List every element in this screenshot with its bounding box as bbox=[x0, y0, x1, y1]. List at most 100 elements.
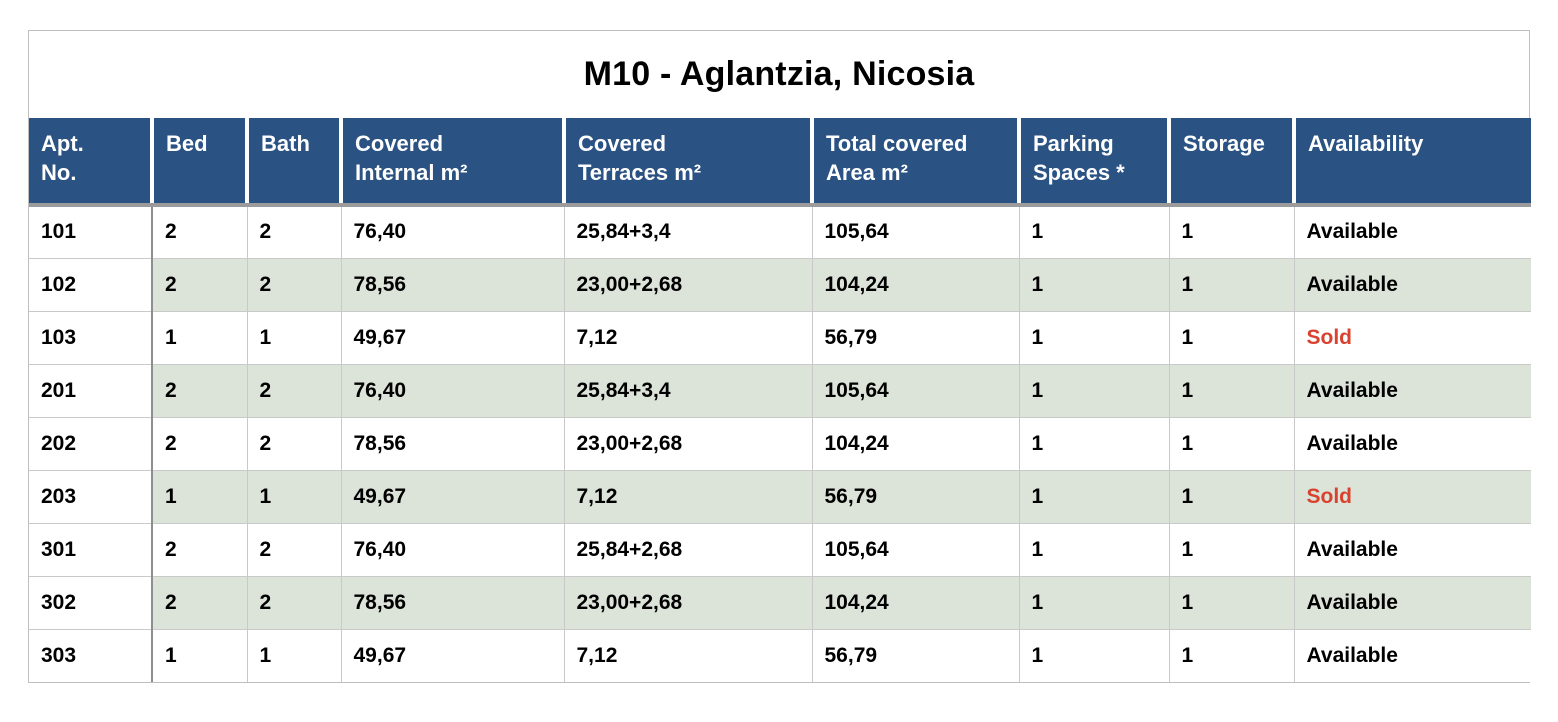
cell-parking-spaces: 1 bbox=[1018, 575, 1169, 629]
cell-bed: 2 bbox=[151, 522, 247, 576]
cell-total-covered-area: 56,79 bbox=[811, 628, 1019, 682]
page-title: M10 - Aglantzia, Nicosia bbox=[583, 55, 975, 93]
cell-apt-no: 102 bbox=[29, 257, 153, 311]
cell-parking-spaces: 1 bbox=[1018, 257, 1169, 311]
table-row: 302 2 2 78,56 23,00+2,68 104,24 1 1 Available bbox=[29, 575, 1531, 629]
table-row: 303 1 1 49,67 7,12 56,79 1 1 Available bbox=[29, 628, 1531, 682]
cell-storage: 1 bbox=[1168, 575, 1294, 629]
cell-bath: 2 bbox=[246, 257, 341, 311]
availability-sheet: M10 - Aglantzia, Nicosia Apt. No. Bed Bath… bbox=[28, 30, 1531, 683]
cell-bed: 2 bbox=[151, 257, 247, 311]
cell-storage: 1 bbox=[1168, 310, 1294, 364]
cell-bath: 2 bbox=[246, 416, 341, 470]
cell-covered-internal: 49,67 bbox=[340, 628, 564, 682]
cell-bath: 1 bbox=[246, 469, 341, 523]
table-row: 202 2 2 78,56 23,00+2,68 104,24 1 1 Available bbox=[29, 416, 1531, 470]
cell-total-covered-area: 105,64 bbox=[811, 205, 1019, 258]
cell-apt-no: 303 bbox=[29, 628, 153, 682]
cell-storage: 1 bbox=[1168, 257, 1294, 311]
cell-availability: Available bbox=[1293, 257, 1531, 311]
cell-covered-terraces: 23,00+2,68 bbox=[563, 416, 812, 470]
cell-total-covered-area: 104,24 bbox=[811, 575, 1019, 629]
cell-covered-terraces: 25,84+3,4 bbox=[563, 363, 812, 417]
cell-bed: 2 bbox=[151, 205, 247, 258]
cell-parking-spaces: 1 bbox=[1018, 310, 1169, 364]
cell-storage: 1 bbox=[1168, 469, 1294, 523]
cell-covered-internal: 76,40 bbox=[340, 363, 564, 417]
cell-covered-terraces: 7,12 bbox=[563, 628, 812, 682]
cell-total-covered-area: 105,64 bbox=[811, 363, 1019, 417]
cell-covered-internal: 78,56 bbox=[340, 257, 564, 311]
cell-bath: 2 bbox=[246, 363, 341, 417]
cell-apt-no: 203 bbox=[29, 469, 153, 523]
availability-table: Apt. No. Bed Bath Covered Internal m² Covere… bbox=[29, 118, 1531, 682]
cell-total-covered-area: 56,79 bbox=[811, 310, 1019, 364]
cell-parking-spaces: 1 bbox=[1018, 363, 1169, 417]
cell-total-covered-area: 105,64 bbox=[811, 522, 1019, 576]
table-row: 103 1 1 49,67 7,12 56,79 1 1 Sold bbox=[29, 310, 1531, 364]
cell-covered-internal: 49,67 bbox=[340, 469, 564, 523]
cell-covered-internal: 78,56 bbox=[340, 416, 564, 470]
table-row: 201 2 2 76,40 25,84+3,4 105,64 1 1 Available bbox=[29, 363, 1531, 417]
cell-bed: 1 bbox=[151, 628, 247, 682]
column-header-covered-internal: Covered Internal m² bbox=[339, 118, 564, 207]
cell-bath: 1 bbox=[246, 628, 341, 682]
column-header-availability: Availability bbox=[1292, 118, 1531, 207]
header-row: Apt. No. Bed Bath Covered Internal m² Covere… bbox=[29, 118, 1531, 207]
cell-parking-spaces: 1 bbox=[1018, 205, 1169, 258]
cell-covered-terraces: 25,84+2,68 bbox=[563, 522, 812, 576]
cell-bed: 2 bbox=[151, 575, 247, 629]
cell-apt-no: 301 bbox=[29, 522, 153, 576]
cell-apt-no: 201 bbox=[29, 363, 153, 417]
table-row: 102 2 2 78,56 23,00+2,68 104,24 1 1 Available bbox=[29, 257, 1531, 311]
cell-bed: 2 bbox=[151, 363, 247, 417]
cell-covered-terraces: 7,12 bbox=[563, 469, 812, 523]
cell-covered-internal: 49,67 bbox=[340, 310, 564, 364]
table-row: 301 2 2 76,40 25,84+2,68 105,64 1 1 Available bbox=[29, 522, 1531, 576]
cell-availability: Available bbox=[1293, 363, 1531, 417]
column-header-storage: Storage bbox=[1167, 118, 1294, 207]
cell-covered-internal: 76,40 bbox=[340, 522, 564, 576]
cell-availability: Sold bbox=[1293, 310, 1531, 364]
column-header-apt-no: Apt. No. bbox=[29, 118, 152, 207]
cell-parking-spaces: 1 bbox=[1018, 522, 1169, 576]
table-body: 101 2 2 76,40 25,84+3,4 105,64 1 1 Available 102 2… bbox=[29, 205, 1531, 682]
cell-covered-terraces: 7,12 bbox=[563, 310, 812, 364]
cell-bed: 2 bbox=[151, 416, 247, 470]
cell-bath: 2 bbox=[246, 575, 341, 629]
cell-covered-internal: 78,56 bbox=[340, 575, 564, 629]
table-row: 101 2 2 76,40 25,84+3,4 105,64 1 1 Available bbox=[29, 205, 1531, 258]
column-header-covered-terraces: Covered Terraces m² bbox=[562, 118, 812, 207]
column-header-total-covered-area: Total covered Area m² bbox=[810, 118, 1019, 207]
cell-total-covered-area: 56,79 bbox=[811, 469, 1019, 523]
cell-bed: 1 bbox=[151, 469, 247, 523]
cell-covered-terraces: 23,00+2,68 bbox=[563, 257, 812, 311]
cell-availability: Available bbox=[1293, 628, 1531, 682]
cell-storage: 1 bbox=[1168, 628, 1294, 682]
table-row: 203 1 1 49,67 7,12 56,79 1 1 Sold bbox=[29, 469, 1531, 523]
cell-total-covered-area: 104,24 bbox=[811, 257, 1019, 311]
table-header: Apt. No. Bed Bath Covered Internal m² Covere… bbox=[29, 118, 1531, 207]
cell-availability: Available bbox=[1293, 522, 1531, 576]
column-header-bath: Bath bbox=[245, 118, 341, 207]
cell-covered-terraces: 25,84+3,4 bbox=[563, 205, 812, 258]
cell-bed: 1 bbox=[151, 310, 247, 364]
cell-total-covered-area: 104,24 bbox=[811, 416, 1019, 470]
cell-parking-spaces: 1 bbox=[1018, 628, 1169, 682]
cell-storage: 1 bbox=[1168, 205, 1294, 258]
cell-apt-no: 302 bbox=[29, 575, 153, 629]
cell-covered-terraces: 23,00+2,68 bbox=[563, 575, 812, 629]
cell-bath: 2 bbox=[246, 205, 341, 258]
cell-apt-no: 202 bbox=[29, 416, 153, 470]
cell-apt-no: 103 bbox=[29, 310, 153, 364]
cell-storage: 1 bbox=[1168, 522, 1294, 576]
cell-storage: 1 bbox=[1168, 416, 1294, 470]
cell-parking-spaces: 1 bbox=[1018, 416, 1169, 470]
column-header-bed: Bed bbox=[150, 118, 247, 207]
cell-availability: Available bbox=[1293, 205, 1531, 258]
cell-storage: 1 bbox=[1168, 363, 1294, 417]
cell-availability: Available bbox=[1293, 416, 1531, 470]
cell-bath: 2 bbox=[246, 522, 341, 576]
cell-parking-spaces: 1 bbox=[1018, 469, 1169, 523]
cell-covered-internal: 76,40 bbox=[340, 205, 564, 258]
